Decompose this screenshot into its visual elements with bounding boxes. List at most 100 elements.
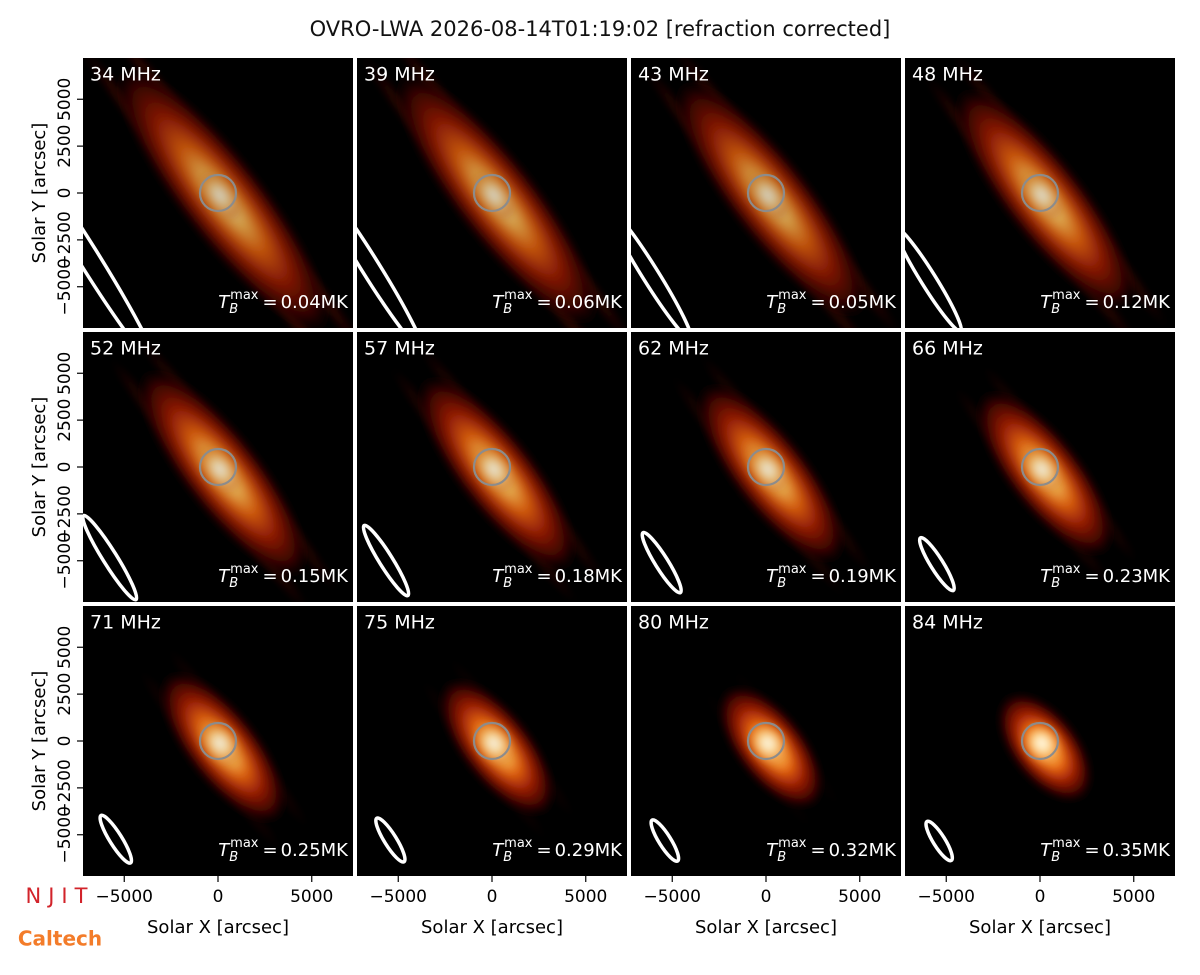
frequency-label: 80 MHz: [638, 612, 709, 634]
y-tick-label: 5000: [55, 626, 75, 669]
tb-relation: =: [262, 566, 277, 587]
emission-core: [471, 170, 517, 221]
tb-value: 0.19MK: [829, 566, 898, 587]
y-tick-label: −5000: [55, 806, 75, 864]
tb-max-label: TBmax = 0.25MK: [218, 836, 349, 865]
tb-subscript: B: [1051, 302, 1060, 317]
beam: [917, 535, 956, 593]
tb-symbol: T: [766, 566, 779, 587]
solar-disk: [472, 173, 512, 213]
tb-subscript: B: [229, 576, 238, 591]
panel: 48 MHz TBmax = 0.12MK: [905, 58, 1175, 328]
radio-image: [917, 357, 1144, 593]
x-tick-label: −5000: [917, 887, 975, 907]
y-tick-label: −2500: [55, 759, 75, 817]
emission: [636, 58, 901, 328]
x-tick-label: 5000: [838, 887, 881, 907]
beam: [374, 816, 407, 864]
tb-max-label: TBmax = 0.05MK: [766, 288, 897, 317]
frequency-label: 48 MHz: [912, 64, 983, 86]
frequency-label: 52 MHz: [90, 338, 161, 360]
tb-subscript: B: [503, 576, 512, 591]
tb-max-label: TBmax = 0.18MK: [492, 562, 623, 591]
tb-value: 0.25MK: [281, 840, 350, 861]
figure-title: OVRO-LWA 2026-08-14T01:19:02 [refraction…: [310, 17, 891, 41]
x-tick-label: 0: [487, 887, 498, 907]
tb-relation: =: [810, 292, 825, 313]
caltech-logo: Caltech: [18, 927, 102, 951]
tb-subscript: B: [777, 576, 786, 591]
x-tick-label: 0: [761, 887, 772, 907]
panel: 62 MHz TBmax = 0.19MK: [631, 332, 901, 602]
tb-value: 0.04MK: [281, 292, 350, 313]
x-tick-label: 5000: [1112, 887, 1155, 907]
radio-image: [905, 58, 1174, 328]
radio-image: [924, 691, 1094, 863]
tb-value: 0.18MK: [555, 566, 624, 587]
emission-core: [197, 169, 243, 221]
emission: [416, 651, 581, 847]
x-axis-label: Solar X [arcsec]: [695, 917, 837, 938]
x-axis-label: Solar X [arcsec]: [969, 917, 1111, 938]
beam: [905, 225, 964, 328]
x-tick-label: 5000: [564, 887, 607, 907]
y-tick-label: −5000: [55, 532, 75, 590]
x-tick-label: 0: [1035, 887, 1046, 907]
tb-superscript: max: [504, 562, 533, 577]
frequency-label: 66 MHz: [912, 338, 983, 360]
tb-max-label: TBmax = 0.32MK: [766, 836, 897, 865]
tb-max-label: TBmax = 0.23MK: [1040, 562, 1171, 591]
frequency-label: 71 MHz: [90, 612, 161, 634]
y-tick-label: 2500: [55, 672, 75, 715]
tb-relation: =: [536, 566, 551, 587]
tb-value: 0.23MK: [1103, 566, 1172, 587]
tb-subscript: B: [229, 302, 238, 317]
tb-max-label: TBmax = 0.35MK: [1040, 836, 1171, 865]
tb-relation: =: [262, 292, 277, 313]
tb-symbol: T: [1040, 292, 1053, 313]
tb-symbol: T: [218, 292, 231, 313]
x-axis-label: Solar X [arcsec]: [421, 917, 563, 938]
tb-superscript: max: [778, 562, 807, 577]
tb-value: 0.12MK: [1103, 292, 1172, 313]
solar-disk: [1020, 721, 1060, 761]
radio-image: [357, 58, 627, 328]
radio-image: [83, 58, 353, 328]
tb-symbol: T: [766, 840, 779, 861]
tb-max-label: TBmax = 0.19MK: [766, 562, 897, 591]
tb-relation: =: [536, 292, 551, 313]
tb-value: 0.32MK: [829, 840, 898, 861]
solar-disk: [1020, 173, 1060, 213]
tb-max-label: TBmax = 0.06MK: [492, 288, 623, 317]
tb-subscript: B: [1051, 850, 1060, 865]
x-axis-label: Solar X [arcsec]: [147, 917, 289, 938]
frequency-label: 34 MHz: [90, 64, 161, 86]
tb-value: 0.35MK: [1103, 840, 1172, 861]
frequency-label: 39 MHz: [364, 64, 435, 86]
y-tick-label: 5000: [55, 78, 75, 121]
radio-image: [640, 348, 877, 602]
tb-relation: =: [1084, 292, 1099, 313]
panel: 52 MHz TBmax = 0.15MK −5000−2500 0 2500 5000Sol…: [29, 332, 353, 602]
tb-relation: =: [1084, 566, 1099, 587]
emission: [385, 338, 611, 602]
solar-disk: [746, 721, 786, 761]
emission: [104, 332, 345, 602]
tb-superscript: max: [230, 836, 259, 851]
frequency-label: 43 MHz: [638, 64, 709, 86]
beam: [924, 819, 955, 863]
emission: [357, 58, 627, 328]
tb-relation: =: [810, 840, 825, 861]
solar-disk: [198, 173, 238, 213]
beam: [83, 143, 159, 328]
emission: [83, 58, 353, 328]
tb-max-label: TBmax = 0.04MK: [218, 288, 349, 317]
panel: 43 MHz TBmax = 0.05MK: [631, 58, 901, 328]
y-tick-label: 0: [55, 188, 75, 199]
solar-disk: [472, 721, 512, 761]
tb-superscript: max: [504, 836, 533, 851]
tb-relation: =: [262, 840, 277, 861]
